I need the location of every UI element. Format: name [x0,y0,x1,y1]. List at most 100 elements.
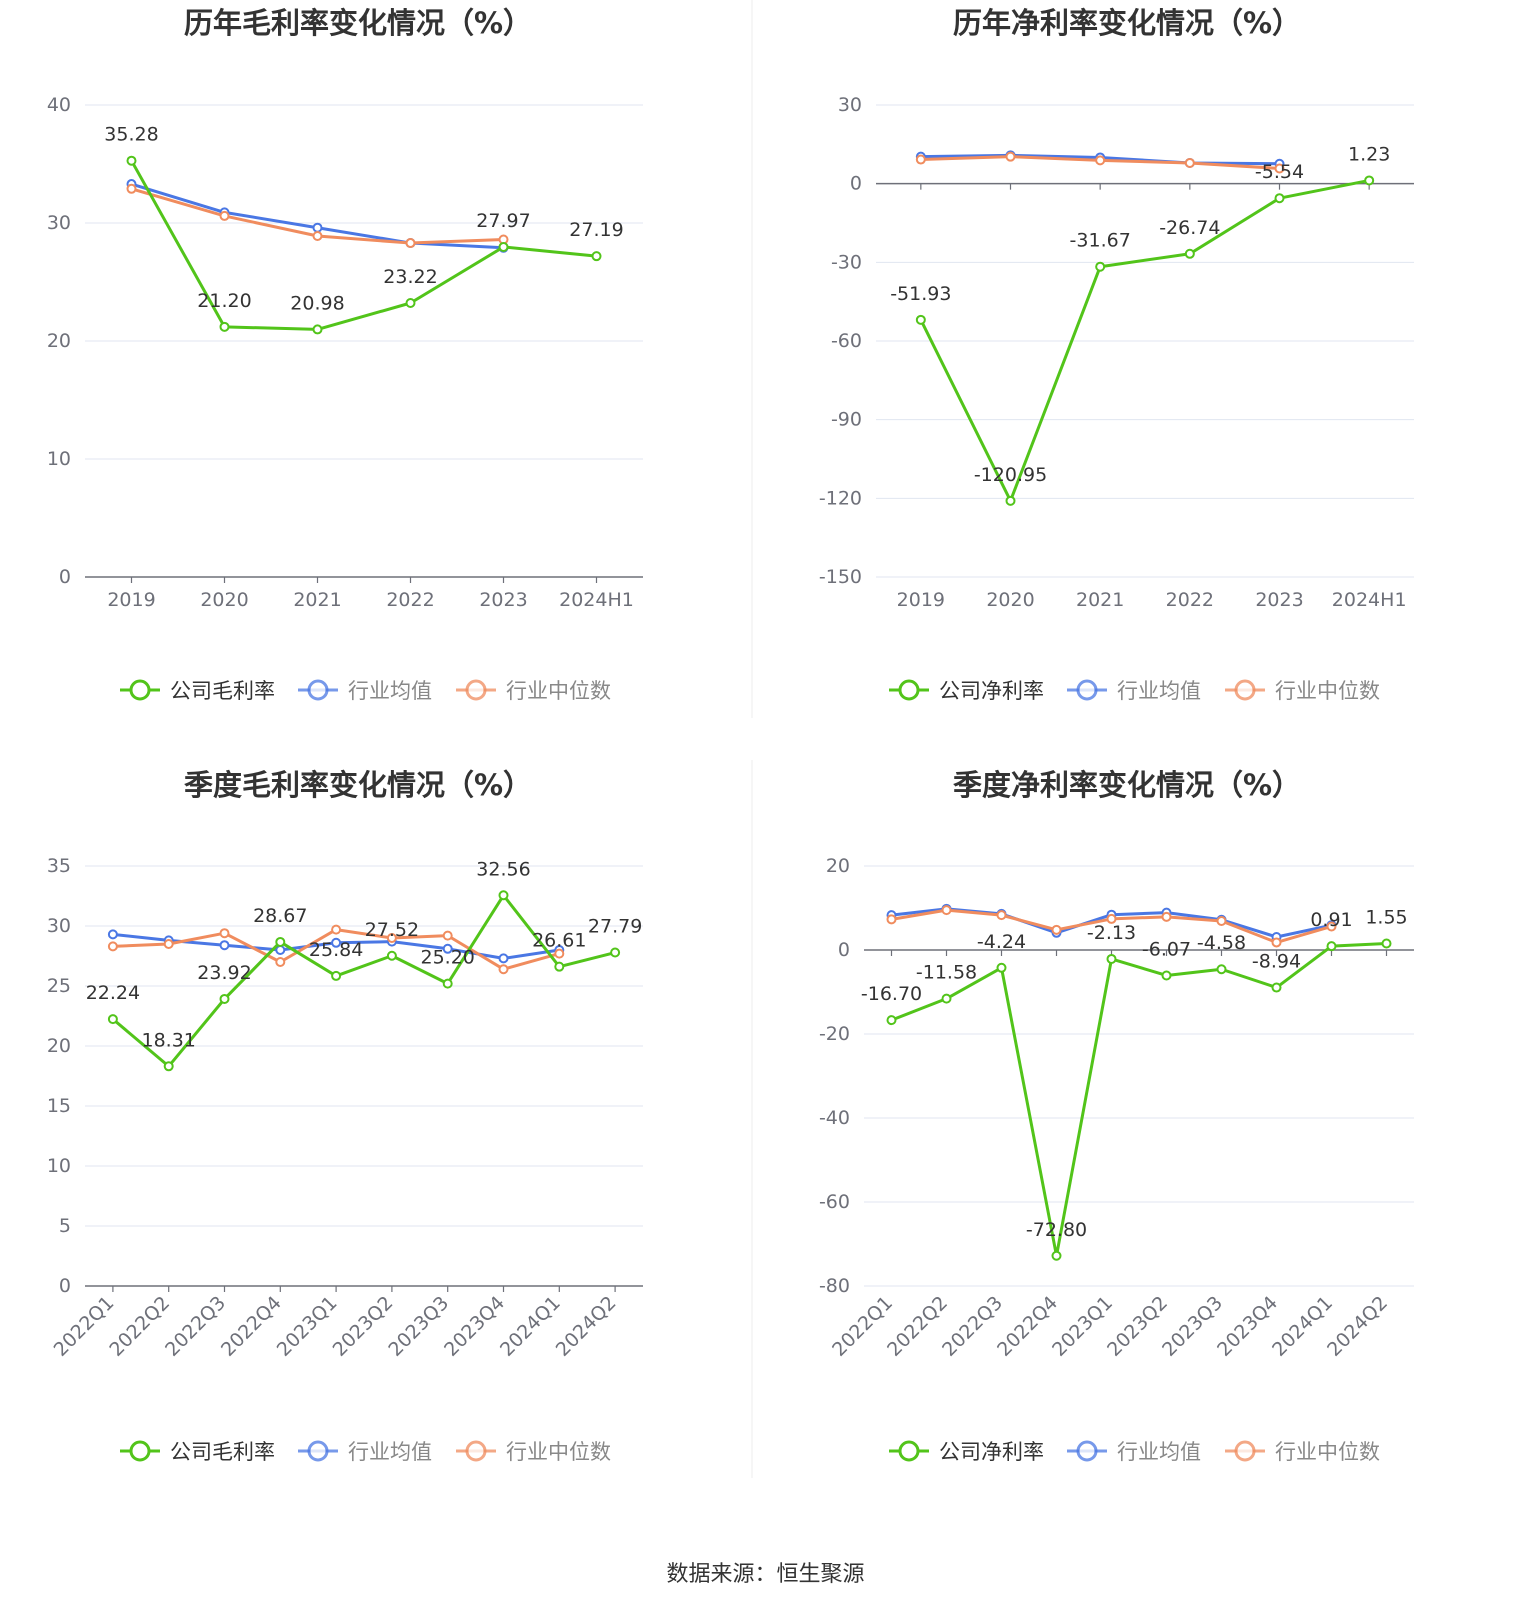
y-tick-label: 10 [47,1155,71,1177]
series-point-1 [126,155,137,166]
x-tick-label: 2024H1 [1332,589,1407,611]
x-tick-label: 2020 [200,589,248,611]
x-tick-label: 2022Q1 [50,1292,119,1361]
y-tick-label: 10 [47,448,71,470]
series-point-2 [312,222,323,233]
legend-label: 公司净利率 [939,1440,1044,1464]
legend-item-3: 行业中位数 [456,1440,611,1464]
x-tick-label: 2024Q2 [1323,1292,1392,1361]
chart-3: 季度毛利率变化情况（%）051015202530352022Q12022Q220… [47,768,643,1464]
data-label: 28.67 [253,905,307,927]
x-tick-label: 2022Q4 [217,1292,286,1361]
series-point-3 [498,964,509,975]
x-tick-label: 2021 [293,589,341,611]
y-tick-label: -120 [819,487,862,509]
series-point-1 [591,251,602,262]
legend-label: 行业均值 [348,679,432,703]
data-label: -72.80 [1026,1219,1087,1241]
series-line-1 [919,178,1370,503]
x-tick-label: 2020 [986,589,1034,611]
y-tick-label: 15 [47,1095,71,1117]
legend-swatch-marker [1234,1440,1256,1462]
y-tick-label: -30 [831,251,862,273]
y-tick-label: 0 [838,939,850,961]
series-point-1 [1364,175,1375,186]
data-label: 1.23 [1348,143,1390,165]
chart-title: 季度毛利率变化情况（%） [184,768,532,802]
data-label: 0.91 [1310,909,1352,931]
legend-label: 行业中位数 [1275,1440,1380,1464]
series-point-2 [219,940,230,951]
y-tick-label: 30 [838,94,862,116]
data-label: -2.13 [1087,922,1136,944]
y-tick-label: -60 [831,330,862,352]
series-point-3 [1326,921,1337,932]
x-tick-label: 2023 [479,589,527,611]
series-point-1 [498,890,509,901]
data-label: 27.79 [588,916,642,938]
data-label: 27.97 [476,210,530,232]
series-point-1 [498,241,509,252]
y-tick-label: 20 [826,855,850,877]
x-tick-label: 2024H1 [559,589,634,611]
data-label: 22.24 [86,982,140,1004]
series-point-1 [1095,261,1106,272]
series-point-3 [312,230,323,241]
legend-label: 公司毛利率 [170,1440,275,1464]
series-point-2 [331,937,342,948]
chart-title: 历年净利率变化情况（%） [953,6,1301,40]
x-tick-label: 2022Q3 [938,1292,1007,1361]
data-label: -51.93 [890,283,951,305]
series-point-1 [554,961,565,972]
series-point-1 [1326,941,1337,952]
legend-item-1: 公司净利率 [889,1440,1044,1464]
series-point-1 [1005,495,1016,506]
chart-4: 季度净利率变化情况（%）-80-60-40-200202022Q12022Q22… [819,768,1414,1464]
x-tick-label: 2023Q1 [1048,1292,1117,1361]
data-label: 21.20 [197,290,251,312]
x-tick-label: 2023Q4 [440,1292,509,1361]
series-point-2 [107,929,118,940]
x-tick-label: 2022Q1 [828,1292,897,1361]
x-tick-label: 2019 [897,589,945,611]
series-point-3 [442,930,453,941]
series-point-1 [405,298,416,309]
x-tick-label: 2022 [386,589,434,611]
legend-label: 行业中位数 [506,679,611,703]
legend-item-1: 公司净利率 [889,679,1044,703]
legend-swatch-marker [898,1440,920,1462]
series-point-3 [331,924,342,935]
series-point-3 [941,905,952,916]
legend-label: 公司净利率 [939,679,1044,703]
series-point-3 [1271,937,1282,948]
series-point-3 [386,933,397,943]
legend-swatch-marker [465,1440,487,1462]
legend-item-3: 行业中位数 [1225,679,1380,703]
y-tick-label: 30 [47,915,71,937]
chart-title: 历年毛利率变化情况（%） [184,6,532,40]
legend-swatch-marker [129,1440,151,1462]
legend-swatch-marker [307,1440,329,1462]
x-tick-label: 2024Q2 [552,1292,621,1361]
data-label: 32.56 [476,858,530,880]
series-point-1 [915,314,926,325]
data-label: -11.58 [916,962,977,984]
data-label: 27.52 [365,919,419,941]
legend-item-3: 行业中位数 [1225,1440,1380,1464]
y-tick-label: -60 [819,1191,850,1213]
series-point-1 [442,978,453,989]
series-point-1 [275,936,286,947]
legend-label: 行业均值 [1117,679,1201,703]
y-tick-label: -80 [819,1275,850,1297]
data-label: -26.74 [1159,217,1220,239]
y-tick-label: 5 [59,1215,71,1237]
y-tick-label: 40 [47,94,71,116]
series-point-1 [886,1015,897,1026]
y-tick-label: 0 [59,1275,71,1297]
legend-item-2: 行业均值 [1067,679,1201,703]
series-point-1 [1274,193,1285,204]
x-tick-label: 2023Q3 [1158,1292,1227,1361]
data-label: 23.22 [383,266,437,288]
data-label: 23.92 [197,962,251,984]
series-point-3 [915,154,926,165]
